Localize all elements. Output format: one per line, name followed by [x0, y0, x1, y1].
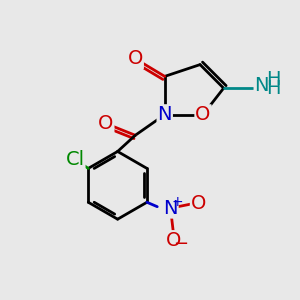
- Text: N: N: [158, 105, 172, 124]
- Text: Cl: Cl: [65, 150, 85, 169]
- Text: −: −: [173, 236, 188, 253]
- Text: O: O: [166, 231, 181, 250]
- Text: H: H: [266, 79, 281, 98]
- Text: N: N: [163, 199, 178, 218]
- Text: O: O: [191, 194, 206, 213]
- Text: O: O: [128, 49, 143, 68]
- Text: O: O: [195, 105, 211, 124]
- Text: +: +: [171, 195, 183, 209]
- Text: N: N: [254, 76, 269, 95]
- Text: H: H: [266, 70, 281, 89]
- Text: O: O: [98, 114, 113, 133]
